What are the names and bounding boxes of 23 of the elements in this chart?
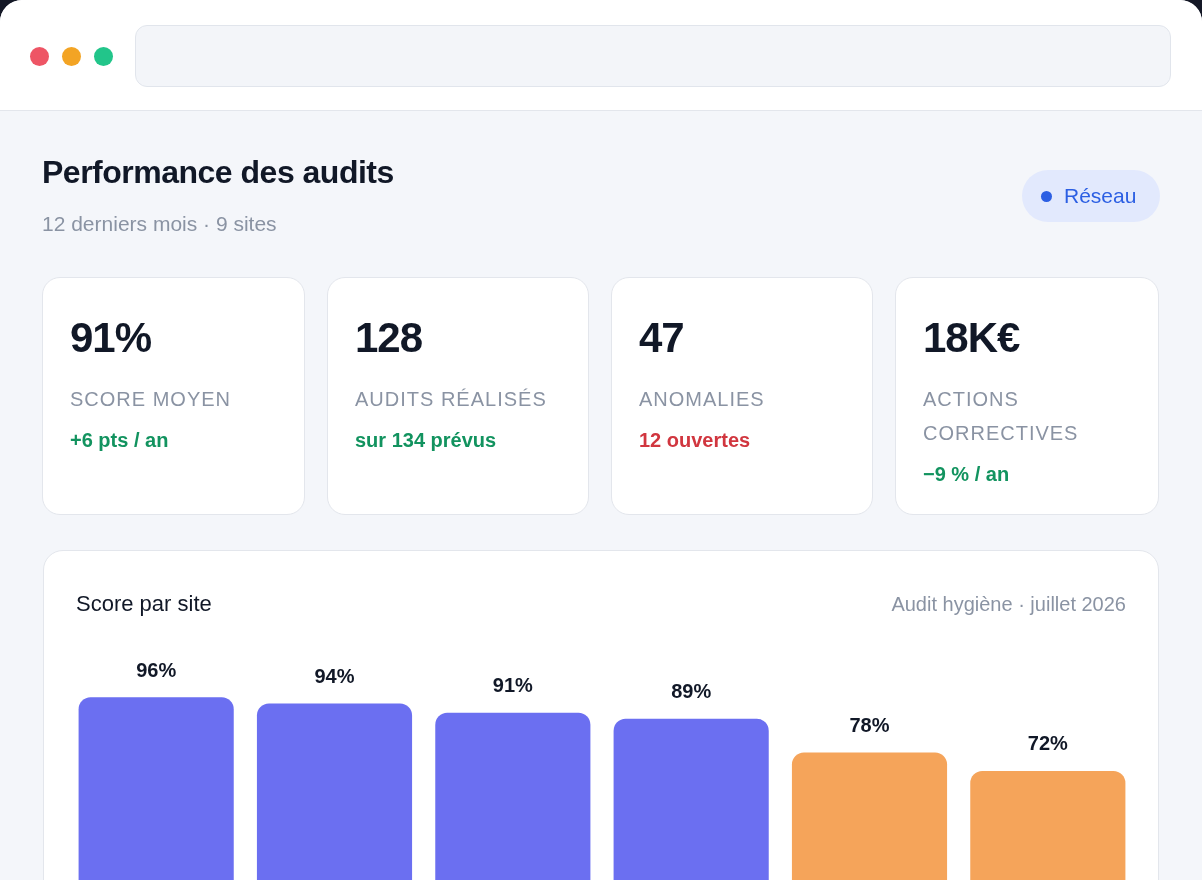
text: ANOMALIES xyxy=(639,387,766,412)
chart-subtitle: Audit hygiène · juillet 2026 xyxy=(891,593,1126,616)
data-label: 72% xyxy=(1027,732,1069,755)
text: 18K€ xyxy=(923,314,1020,362)
text: −9 % / an xyxy=(923,463,1010,486)
data-label: 78% xyxy=(849,714,890,737)
text: 12 derniers mois · 9 sites xyxy=(42,212,277,236)
data-label: 96% xyxy=(136,658,177,681)
data-label: 89% xyxy=(671,680,712,703)
text: 47 xyxy=(639,314,684,362)
text: Performance des audits xyxy=(42,154,394,191)
data-label: 94% xyxy=(314,664,355,687)
text: 128 xyxy=(355,314,423,362)
data-label: 91% xyxy=(492,674,534,697)
text: 12 ouvertes xyxy=(639,429,751,452)
text: sur 134 prévus xyxy=(355,429,497,452)
text: SCORE MOYEN xyxy=(70,387,233,412)
chart-title: Score par site xyxy=(76,591,212,617)
text: AUDITS RÉALISÉS xyxy=(355,387,548,412)
text: ACTIONS CORRECTIVES xyxy=(923,387,1080,446)
text: 91% xyxy=(70,314,152,362)
text: +6 pts / an xyxy=(70,429,169,452)
text: Réseau xyxy=(1064,184,1137,208)
